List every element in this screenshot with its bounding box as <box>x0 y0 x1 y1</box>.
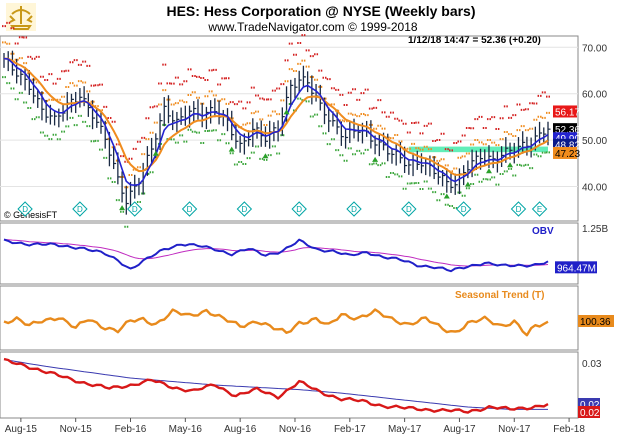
up-arrow-icon <box>443 193 450 199</box>
obv-last-label-bg <box>555 261 597 274</box>
x-tick-label: Aug-17 <box>443 424 476 435</box>
up-arrow-icon <box>262 153 269 159</box>
obv-panel <box>0 222 579 285</box>
dividend-marker-letter: E <box>537 205 542 214</box>
fast-ma-line <box>3 57 549 186</box>
chart-title: HES: Hess Corporation @ NYSE (Weekly bar… <box>166 3 475 19</box>
dividend-marker-letter: D <box>406 205 412 214</box>
up-arrow-icon <box>283 109 290 115</box>
dividend-marker-letter: D <box>296 205 302 214</box>
price-label-bg <box>553 123 577 136</box>
x-tick-label: Nov-17 <box>498 424 531 435</box>
dividend-marker-icon <box>455 201 472 217</box>
obv-tick-label: 1.25B <box>582 224 608 235</box>
up-arrow-icon <box>372 156 379 162</box>
up-arrow-icon <box>507 162 514 168</box>
x-tick-label: Feb-18 <box>553 424 585 435</box>
dividend-marker-letter: D <box>187 205 193 214</box>
price-label: 48.82 <box>555 141 580 152</box>
up-arrow-icon <box>119 205 126 211</box>
price-label-bg <box>553 105 577 118</box>
seasonal-last-label-bg <box>578 315 614 327</box>
watermark: © GenesisFT <box>4 210 58 220</box>
obv-title: OBV <box>532 226 554 237</box>
price-panel <box>0 35 579 222</box>
dividend-marker-letter: D <box>351 205 357 214</box>
up-arrow-icon <box>485 168 492 174</box>
obv-ma-line <box>3 239 549 267</box>
dividend-marker-icon <box>236 201 253 217</box>
up-arrow-icon <box>228 146 235 152</box>
indicator-line <box>3 357 549 414</box>
obv-last-label: 964.47M <box>557 263 596 274</box>
y-tick-label: 70.00 <box>582 43 607 54</box>
dividend-marker-icon <box>510 201 527 217</box>
seasonal-line <box>3 308 549 337</box>
y-tick-label: 60.00 <box>582 90 607 101</box>
dividend-marker-letter: D <box>516 205 522 214</box>
dividend-marker-icon <box>291 201 307 217</box>
dividend-marker-icon <box>401 201 417 217</box>
chart-subtitle: www.TradeNavigator.com © 1999-2018 <box>207 20 417 34</box>
dividend-marker-letter: D <box>461 205 467 214</box>
resistance-band <box>408 146 548 153</box>
obv-line <box>3 238 549 273</box>
indicator-signal-line <box>3 359 548 410</box>
dividend-marker-icon <box>531 201 548 217</box>
dividend-marker-icon <box>181 201 198 217</box>
x-tick-label: Feb-16 <box>115 424 147 435</box>
x-tick-label: Feb-17 <box>334 424 366 435</box>
dividend-marker-letter: D <box>77 205 83 214</box>
y-tick-label: 50.00 <box>582 136 607 147</box>
indicator-last-label: 0.02 <box>580 400 600 411</box>
dividend-marker-letter: D <box>22 205 28 214</box>
dividend-marker-icon <box>17 201 33 217</box>
up-arrow-icon <box>464 181 471 187</box>
up-arrow-icon <box>152 150 159 156</box>
indicator-panel <box>0 351 579 419</box>
dividend-marker-icon <box>127 201 143 217</box>
x-tick-label: Nov-15 <box>60 424 93 435</box>
indicator-tick-label: 0.03 <box>582 359 602 370</box>
indicator-last-label-2: 0.02 <box>580 408 600 419</box>
seasonal-last-label: 100.36 <box>580 317 611 328</box>
x-tick-label: Aug-15 <box>5 424 38 435</box>
x-tick-label: Nov-16 <box>279 424 312 435</box>
dividend-marker-icon <box>346 201 362 217</box>
y-tick-label: 40.00 <box>582 183 607 194</box>
x-tick-label: May-16 <box>169 424 203 435</box>
slow-ma-line <box>3 57 549 176</box>
price-label-bg <box>553 146 577 159</box>
x-tick-label: Aug-16 <box>224 424 257 435</box>
price-readout: 1/12/18 14:47 = 52.36 (+0.20) <box>408 35 541 46</box>
dividend-marker-letter: D <box>132 205 138 214</box>
dividend-marker-icon <box>72 201 88 217</box>
price-label: 56.17 <box>555 107 580 118</box>
x-tick-label: May-17 <box>388 424 422 435</box>
price-label: 47.23 <box>555 149 580 160</box>
price-label: 52.36 <box>555 125 580 136</box>
seasonal-title: Seasonal Trend (T) <box>455 290 544 301</box>
dividend-marker-letter: D <box>241 205 247 214</box>
logo-icon <box>6 3 36 31</box>
indicator-last-label-2-bg <box>578 406 600 418</box>
